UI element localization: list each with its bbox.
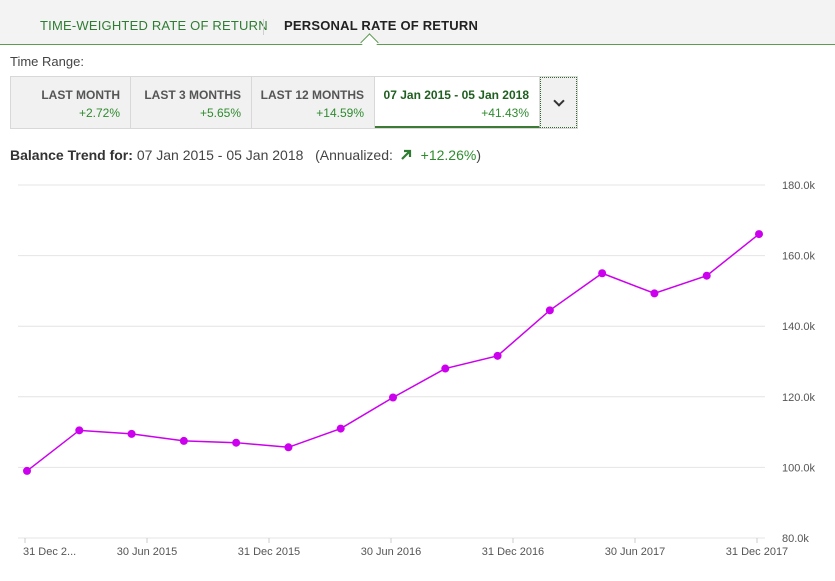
annualized-label: (Annualized: <box>315 147 393 163</box>
tab-personal-rate-of-return[interactable]: PERSONAL RATE OF RETURN <box>284 18 479 33</box>
y-tick-label: 80.0k <box>782 533 809 545</box>
range-dropdown-button[interactable] <box>540 77 577 128</box>
balance-trend-chart: 80.0k 100.0k 120.0k 140.0k 160.0k 180.0k 31 De… <box>18 180 816 558</box>
data-point <box>389 393 397 402</box>
range-last-month-button[interactable]: LAST MONTH +2.72% <box>11 77 131 128</box>
data-point <box>441 364 450 373</box>
data-point <box>336 424 345 433</box>
y-tick-label: 100.0k <box>782 462 816 474</box>
y-tick-label: 120.0k <box>782 392 816 404</box>
x-tick-label: 30 Jun 2016 <box>361 546 422 558</box>
x-tick-label: 31 Dec 2... <box>23 546 76 558</box>
chevron-down-icon <box>553 95 565 107</box>
chart-axes: 80.0k 100.0k 120.0k 140.0k 160.0k 180.0k 31 De… <box>23 180 816 558</box>
data-point <box>650 289 659 298</box>
range-last-3-months-button[interactable]: LAST 3 MONTHS +5.65% <box>131 77 252 128</box>
range-option-label: LAST MONTH <box>41 88 120 102</box>
data-point <box>545 306 554 315</box>
y-tick-label: 140.0k <box>782 321 816 333</box>
data-point <box>755 230 763 239</box>
range-option-label: LAST 12 MONTHS <box>260 88 364 102</box>
y-tick-label: 180.0k <box>782 180 816 192</box>
arrow-up-right-icon <box>401 149 411 160</box>
data-point <box>232 438 241 447</box>
trend-range: 07 Jan 2015 - 05 Jan 2018 <box>136 147 304 163</box>
x-tick-label: 31 Dec 2017 <box>726 546 788 558</box>
x-tick-label: 31 Dec 2016 <box>482 546 544 558</box>
chart-grid <box>18 184 765 539</box>
range-last-12-months-button[interactable]: LAST 12 MONTHS +14.59% <box>252 77 375 128</box>
range-option-return: +5.65% <box>199 106 241 120</box>
x-tick-label: 31 Dec 2015 <box>238 546 300 558</box>
range-option-return: +14.59% <box>316 106 364 120</box>
time-range-selector: LAST MONTH +2.72% LAST 3 MONTHS +5.65% L… <box>10 76 578 129</box>
balance-trend-heading: Balance Trend for: 07 Jan 2015 - 05 Jan … <box>10 147 481 163</box>
y-tick-label: 160.0k <box>782 251 816 263</box>
data-point <box>702 271 711 280</box>
rate-of-return-tabs: TIME-WEIGHTED RATE OF RETURN PERSONAL RA… <box>0 0 835 52</box>
annualized-value: +12.26% <box>420 147 477 163</box>
range-option-return: +2.72% <box>78 106 120 120</box>
data-point <box>23 466 31 475</box>
x-tick-label: 30 Jun 2015 <box>117 546 178 558</box>
data-point <box>179 436 188 445</box>
annualized-close: ) <box>476 147 482 163</box>
series-line <box>26 233 760 472</box>
data-point <box>284 443 293 452</box>
x-tick-label: 30 Jun 2017 <box>605 546 666 558</box>
tab-separator <box>263 19 264 35</box>
range-option-return: +41.43% <box>481 106 529 120</box>
chart-series <box>23 230 763 475</box>
range-custom-button[interactable]: 07 Jan 2015 - 05 Jan 2018 +41.43% <box>375 77 540 128</box>
range-option-label: 07 Jan 2015 - 05 Jan 2018 <box>383 88 529 102</box>
data-point <box>493 351 502 360</box>
data-point <box>75 426 84 435</box>
data-point <box>127 429 136 438</box>
range-option-label: LAST 3 MONTHS <box>144 88 241 102</box>
tab-time-weighted-rate-of-return[interactable]: TIME-WEIGHTED RATE OF RETURN <box>40 18 268 33</box>
time-range-label: Time Range: <box>10 54 84 69</box>
trend-prefix: Balance Trend for: <box>10 147 133 163</box>
data-point <box>598 269 607 278</box>
